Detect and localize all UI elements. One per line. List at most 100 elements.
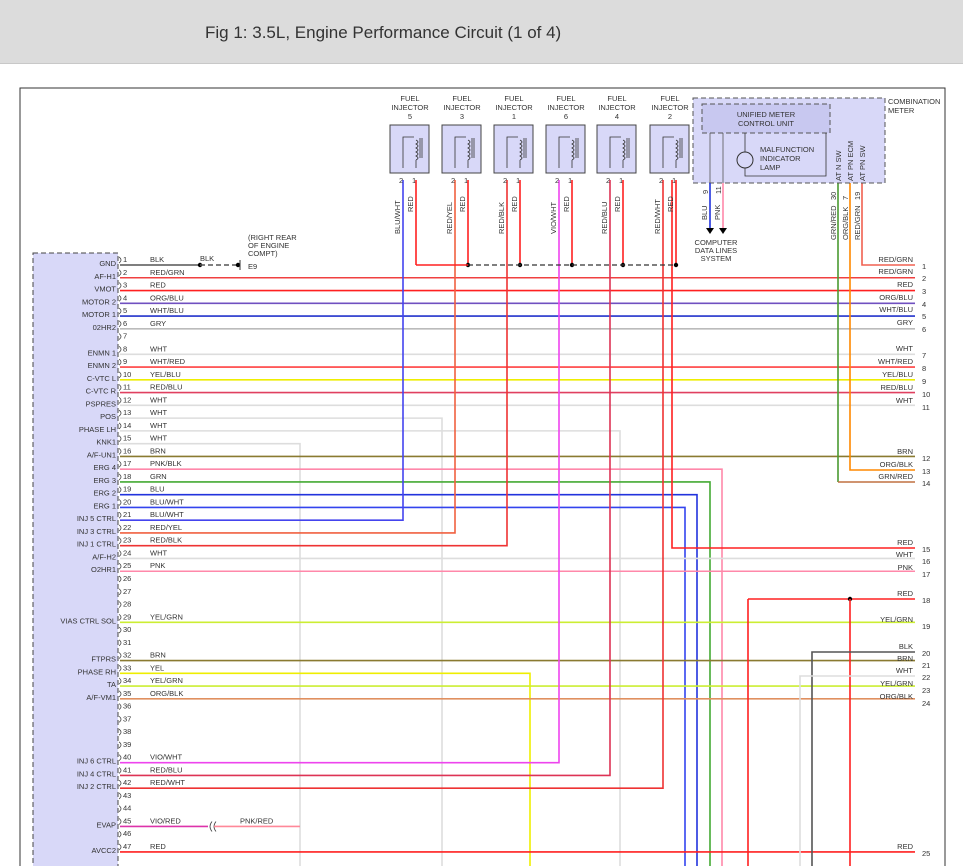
- wire-color-label: RED: [562, 196, 571, 212]
- ecm-pin-terminal: [118, 626, 122, 634]
- splice-dot: [673, 262, 679, 268]
- injector-label: 5: [408, 112, 412, 121]
- wire-color-label: RED/BLU: [150, 383, 183, 392]
- wire-pin-19: [120, 493, 698, 866]
- meter-pin-number: 19: [853, 192, 862, 200]
- meter-switch-label: AT N SW: [834, 150, 843, 181]
- ecm-signal-label: A/F-UN1: [87, 450, 116, 459]
- injector-pin-number: 1: [672, 176, 676, 185]
- ecm-pin-number: 19: [123, 485, 131, 494]
- injector-pin-number: 2: [659, 176, 663, 185]
- ecm-signal-label: ENMN 2: [88, 361, 116, 370]
- ecm-pin-number: 41: [123, 765, 131, 774]
- ecm-pin-number: 29: [123, 612, 131, 621]
- wire-color-label: BLK: [899, 642, 913, 651]
- ecm-pin-number: 37: [123, 714, 131, 723]
- wire-pin-18: [120, 481, 711, 866]
- ecm-signal-label: 02HR2: [93, 323, 116, 332]
- connector-pin-number: 20: [922, 649, 930, 658]
- wire-color-label: PNK/RED: [240, 816, 274, 825]
- wire-pin-40: [120, 180, 560, 764]
- wire-red-grn: [861, 183, 915, 266]
- connector-pin-number: 4: [922, 300, 926, 309]
- wire-color-label: ORG/BLU: [150, 293, 184, 302]
- ecm-pin-number: 10: [123, 370, 131, 379]
- wire-color-label: RED: [897, 589, 913, 598]
- ecm-pin-number: 47: [123, 842, 131, 851]
- wire-color-label: RED: [613, 196, 622, 212]
- injector-label: INJECTOR: [443, 103, 481, 112]
- connector-pin-number: 19: [922, 622, 930, 631]
- wire-color-label: GRY: [897, 318, 913, 327]
- wire-color-label: WHT: [150, 548, 167, 557]
- wire-color-label: GRN/RED: [829, 205, 838, 240]
- wire-color-label: RED/YEL: [445, 202, 454, 234]
- connector-pin-number: 24: [922, 699, 930, 708]
- ecm-signal-label: INJ 3 CTRL: [77, 527, 116, 536]
- ecm-pin-number: 18: [123, 472, 131, 481]
- wire-color-label: RED: [897, 538, 913, 547]
- ecm-pin-number: 26: [123, 574, 131, 583]
- injector-coil-icon: [506, 136, 527, 168]
- ecm-pin-terminal: [118, 767, 122, 774]
- lamp-wire: [744, 133, 827, 177]
- ecm-pin-terminal: [118, 830, 122, 838]
- wire-color-label: YEL/BLU: [882, 370, 913, 379]
- ecm-pin-number: 13: [123, 408, 131, 417]
- ecm-signal-label: INJ 1 CTRL: [77, 540, 116, 549]
- ecm-pin-terminal: [118, 282, 122, 289]
- wire-color-label: RED: [406, 196, 415, 212]
- unit-label: CONTROL UNIT: [738, 119, 794, 128]
- meter-switch-label: AT PN SW: [858, 145, 867, 181]
- figure-header: Fig 1: 3.5L, Engine Performance Circuit …: [0, 0, 963, 64]
- ecm-signal-label: ERG 3: [93, 476, 116, 485]
- ecm-pin-terminal: [118, 524, 122, 532]
- ecm-pin-terminal: [118, 499, 122, 506]
- data-system-label: COMPUTER: [695, 238, 739, 247]
- wire-color-label: RED: [150, 842, 166, 851]
- ecm-signal-label: INJ 6 CTRL: [77, 757, 116, 766]
- wire-color-label: RED/BLK: [150, 536, 182, 545]
- wire-pin-33: [120, 672, 531, 866]
- ecm-pin-number: 9: [123, 357, 127, 366]
- injector-pin-number: 2: [451, 176, 455, 185]
- ecm-pin-number: 15: [123, 434, 131, 443]
- ecm-signal-label: POS: [100, 412, 116, 421]
- wire-color-label: RED/WHT: [653, 199, 662, 234]
- ecm-pin-terminal: [118, 346, 122, 353]
- data-system-label: DATA LINES: [695, 246, 737, 255]
- ecm-pin-terminal: [118, 741, 122, 749]
- wire-row20: [811, 651, 915, 866]
- ecm-pin-number: 39: [123, 740, 131, 749]
- wire-color-label: GRN: [150, 472, 167, 481]
- ecm-signal-label: C-VTC L: [87, 374, 116, 383]
- ecm-pin-terminal: [118, 409, 122, 417]
- ecm-pin-number: 45: [123, 816, 131, 825]
- ecm-pin-terminal: [118, 422, 122, 430]
- injector-label: INJECTOR: [495, 103, 533, 112]
- ecm-pin-terminal: [118, 448, 122, 455]
- connector-pin-number: 23: [922, 686, 930, 695]
- injector-label: INJECTOR: [391, 103, 429, 112]
- ecm-pin-number: 24: [123, 548, 131, 557]
- ecm-pin-terminal: [118, 307, 122, 315]
- wire-color-label: BLK: [150, 255, 164, 264]
- ecm-signal-label: KNK1: [96, 438, 116, 447]
- ecm-pin-number: 1: [123, 255, 127, 264]
- injector-pin-number: 1: [516, 176, 520, 185]
- wire-color-label: RED: [666, 196, 675, 212]
- ecm-signal-label: ERG 4: [93, 463, 116, 472]
- ecm-pin-number: 38: [123, 727, 131, 736]
- connector-pin-number: 22: [922, 673, 930, 682]
- wire-color-label: BLU/WHT: [393, 200, 402, 234]
- connector-pin-number: 5: [922, 312, 926, 321]
- ecm-pin-number: 35: [123, 689, 131, 698]
- connector-pin-number: 7: [922, 351, 926, 360]
- wire-color-label: RED: [897, 842, 913, 851]
- ecm-pin-terminal: [118, 665, 122, 672]
- wire-color-label: RED: [897, 280, 913, 289]
- ecm-pin-terminal: [118, 333, 122, 340]
- injector-pin-number: 2: [503, 176, 507, 185]
